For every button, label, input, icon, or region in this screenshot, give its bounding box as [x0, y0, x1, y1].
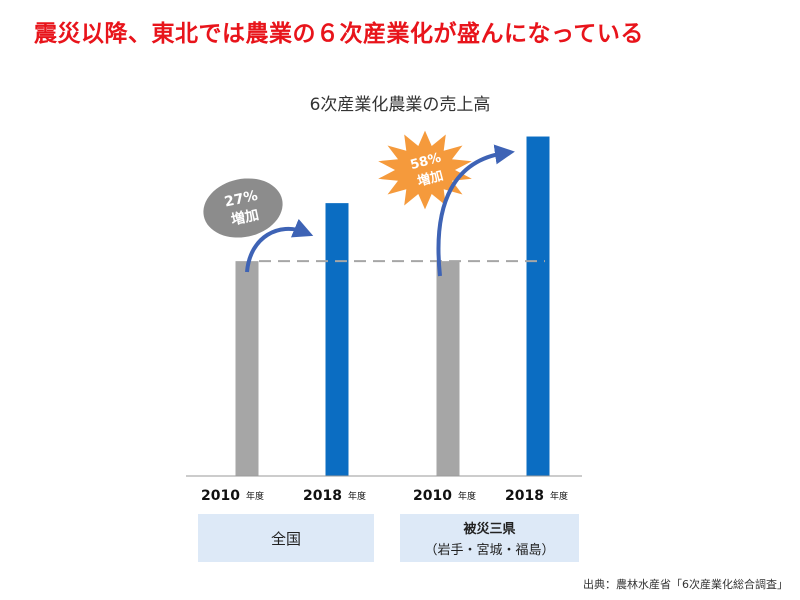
x-tick-label-1: 2018 年度: [303, 488, 366, 504]
x-tick-label-3: 2018 年度: [505, 488, 568, 504]
x-tick-label-2: 2010 年度: [413, 488, 476, 504]
svg-text:2018: 2018: [505, 488, 544, 504]
svg-text:2018: 2018: [303, 488, 342, 504]
svg-text:年度: 年度: [348, 490, 366, 502]
badge-disaster-label: 増加: [416, 168, 445, 190]
svg-text:年度: 年度: [246, 490, 264, 502]
bar-disaster-2010: [436, 261, 460, 476]
bar-national-2018: [325, 203, 349, 477]
headline: 震災以降、東北では農業の６次産業化が盛んになっている: [34, 21, 644, 47]
svg-text:年度: 年度: [550, 490, 568, 502]
source-note: 出典：農林水産省「6次産業化総合調査」: [583, 578, 788, 591]
arrow-disaster: [436, 144, 515, 277]
arrow-national: [245, 218, 314, 273]
group-box-national: 全国: [198, 514, 374, 562]
badge-national: 27% 増加: [203, 178, 283, 238]
badge-disaster: 58% 増加: [378, 130, 472, 210]
x-tick-label-0: 2010 年度: [201, 488, 264, 504]
badge-national-pct: 27%: [223, 188, 259, 211]
group-box-disaster: 被災三県 （岩手・宮城・福島）: [400, 514, 579, 562]
svg-text:2010: 2010: [413, 488, 452, 504]
group-name-disaster: 被災三県: [463, 522, 516, 537]
chart-title: 6次産業化農業の売上高: [309, 95, 491, 115]
group-name-national: 全国: [270, 529, 301, 548]
group-sub-disaster: （岩手・宮城・福島）: [424, 543, 555, 558]
svg-text:2010: 2010: [201, 488, 240, 504]
bar-national-2010: [235, 261, 259, 476]
bar-disaster-2018: [526, 136, 550, 477]
badge-national-label: 増加: [230, 206, 261, 228]
svg-text:年度: 年度: [458, 490, 476, 502]
